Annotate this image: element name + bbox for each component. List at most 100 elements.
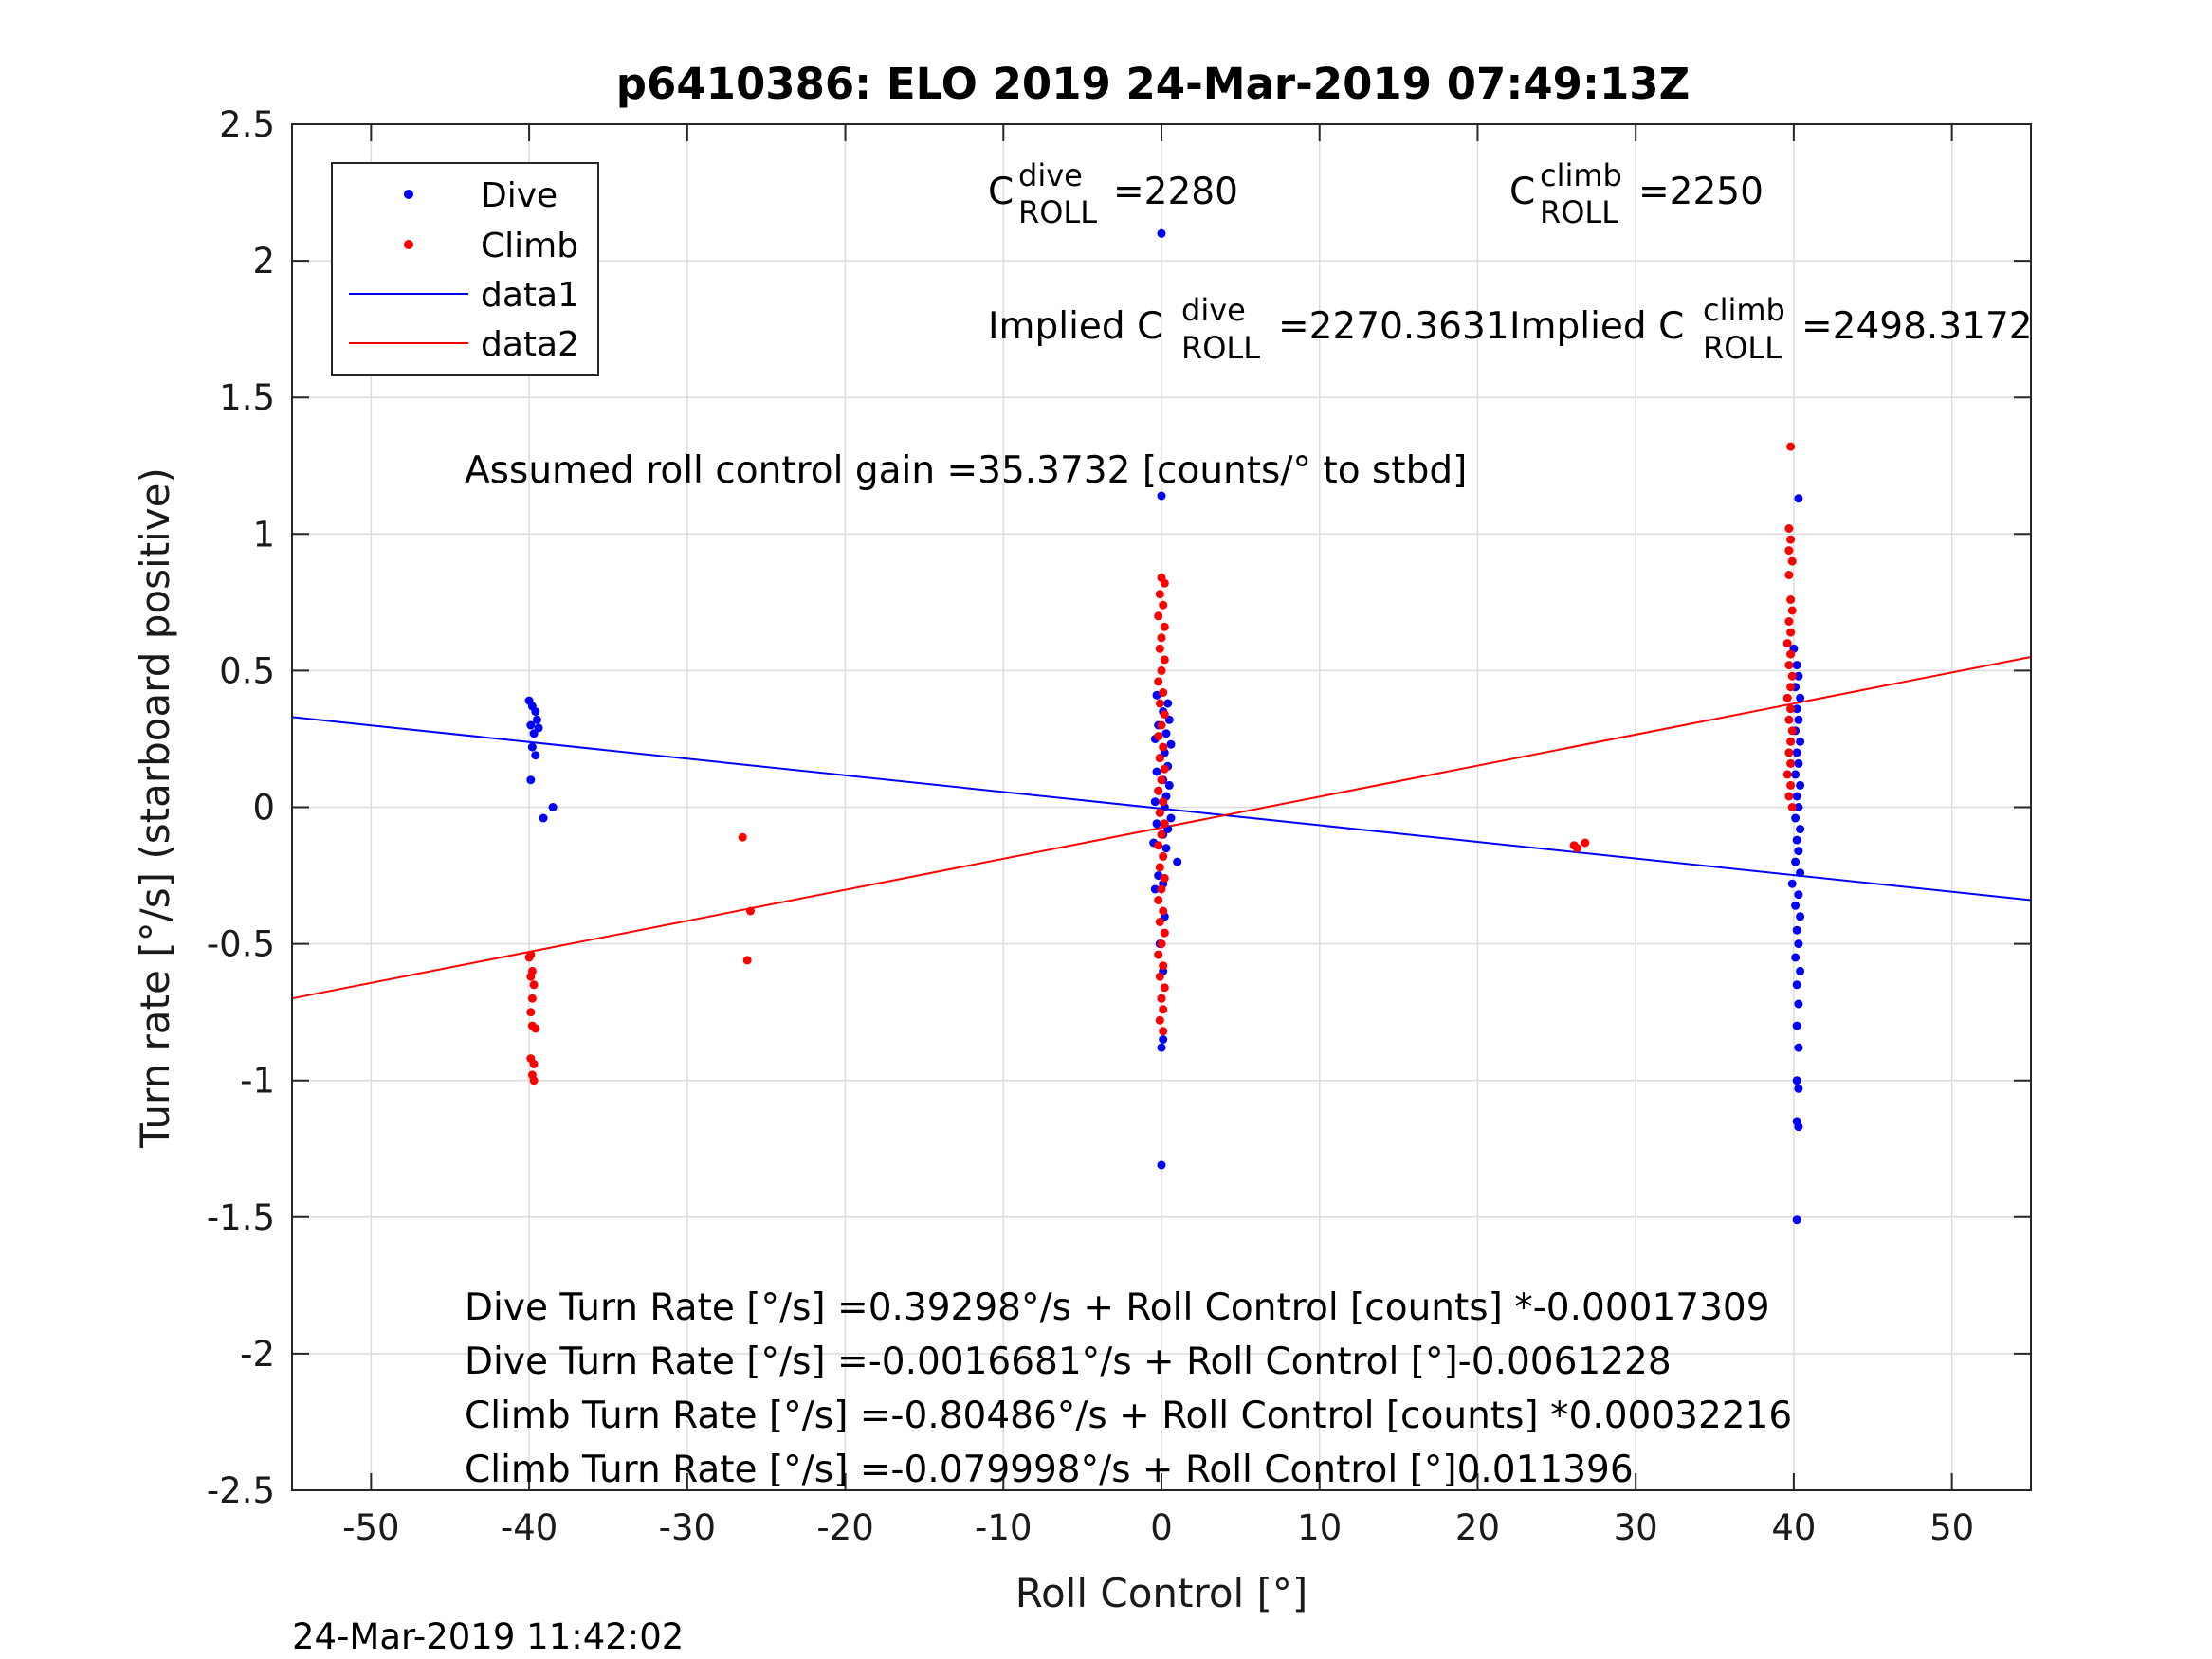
point-climb bbox=[1157, 633, 1166, 643]
y-tick-label: -2 bbox=[240, 1334, 275, 1375]
point-climb bbox=[1155, 754, 1164, 763]
implied-dive-sup: dive bbox=[1181, 292, 1246, 328]
point-dive bbox=[1794, 671, 1803, 681]
x-tick-label: 30 bbox=[1614, 1507, 1658, 1548]
y-tick-label: 0.5 bbox=[219, 650, 275, 691]
point-dive bbox=[1157, 228, 1166, 238]
point-climb bbox=[1159, 906, 1168, 916]
point-dive bbox=[1791, 857, 1801, 866]
point-dive bbox=[1792, 661, 1801, 670]
point-climb bbox=[738, 832, 747, 842]
point-climb bbox=[1157, 665, 1166, 675]
point-climb bbox=[1159, 1027, 1168, 1036]
point-climb bbox=[1159, 1005, 1168, 1014]
axis-ticks: -50 -40 -30 -20 -10 0 10 20 30 40 50 2.5 2 1.5 1 0.5 0 -0… bbox=[207, 104, 2031, 1548]
point-dive bbox=[539, 813, 548, 823]
point-climb bbox=[1786, 535, 1796, 544]
climb-equation-counts: Climb Turn Rate [°/s] =-0.80486°/s + Rol… bbox=[465, 1395, 1792, 1437]
point-dive bbox=[1794, 999, 1803, 1009]
point-climb bbox=[1786, 780, 1796, 790]
y-tick-label: -1.5 bbox=[207, 1197, 275, 1238]
point-dive bbox=[1166, 739, 1176, 749]
legend-box bbox=[331, 162, 599, 376]
point-dive bbox=[1792, 1076, 1801, 1085]
point-climb bbox=[1155, 1015, 1164, 1025]
point-climb bbox=[1782, 770, 1792, 779]
point-climb bbox=[1784, 748, 1794, 757]
point-climb bbox=[1155, 972, 1164, 981]
point-dive bbox=[527, 742, 537, 752]
point-climb bbox=[526, 1008, 536, 1017]
point-dive bbox=[1161, 729, 1171, 738]
point-dive bbox=[1796, 780, 1805, 790]
c-climb-sup: climb bbox=[1540, 157, 1622, 193]
point-dive bbox=[1791, 770, 1801, 779]
point-climb bbox=[1160, 655, 1169, 665]
point-climb bbox=[1155, 590, 1164, 599]
point-climb bbox=[1782, 639, 1792, 648]
legend: Dive Climb data1 data2 bbox=[331, 162, 599, 376]
implied-climb-value: =2498.3172 bbox=[1801, 305, 2033, 348]
climb-equation-degrees: Climb Turn Rate [°/s] =-0.079998°/s + Ro… bbox=[465, 1449, 1634, 1491]
dive-equation-counts: Dive Turn Rate [°/s] =0.39298°/s + Roll … bbox=[465, 1286, 1770, 1329]
point-dive bbox=[1791, 813, 1801, 823]
point-dive bbox=[1152, 767, 1161, 776]
y-tick-label: 1 bbox=[252, 514, 275, 555]
point-climb bbox=[1157, 884, 1166, 894]
point-climb bbox=[1581, 838, 1590, 848]
gain-annotation: Assumed roll control gain =35.3732 [coun… bbox=[465, 449, 1467, 492]
point-climb bbox=[1155, 918, 1164, 926]
point-climb bbox=[529, 980, 539, 990]
x-tick-label: 10 bbox=[1297, 1507, 1342, 1548]
legend-data1-label: data1 bbox=[481, 276, 579, 315]
x-tick-label: -50 bbox=[342, 1507, 399, 1548]
point-climb bbox=[1157, 994, 1166, 1003]
x-tick-label: -40 bbox=[501, 1507, 558, 1548]
point-dive bbox=[1792, 792, 1801, 801]
legend-data2-label: data2 bbox=[481, 325, 579, 364]
y-tick-label: 2.5 bbox=[219, 104, 275, 145]
point-climb bbox=[1786, 758, 1796, 768]
point-dive bbox=[1159, 1035, 1168, 1044]
x-tick-label: -10 bbox=[975, 1507, 1032, 1548]
point-climb bbox=[1569, 841, 1579, 850]
point-dive bbox=[1794, 1084, 1803, 1093]
implied-dive-annotation: Implied C dive ROLL =2270.3631 bbox=[988, 292, 1509, 366]
point-dive bbox=[1794, 939, 1803, 949]
point-dive bbox=[1173, 857, 1182, 866]
point-dive bbox=[526, 720, 536, 730]
c-climb-sub: ROLL bbox=[1540, 194, 1618, 230]
point-dive bbox=[1166, 813, 1176, 823]
point-climb bbox=[1787, 606, 1797, 615]
point-climb bbox=[1160, 928, 1169, 938]
point-climb bbox=[1786, 704, 1796, 714]
point-climb bbox=[1157, 939, 1166, 949]
point-climb bbox=[1784, 792, 1794, 801]
point-climb bbox=[1160, 983, 1169, 993]
point-climb bbox=[1786, 595, 1796, 604]
point-climb bbox=[1784, 546, 1794, 556]
point-dive bbox=[1796, 912, 1805, 921]
c-dive-value: =2280 bbox=[1113, 171, 1238, 213]
point-climb bbox=[526, 972, 536, 981]
point-climb bbox=[1160, 764, 1169, 774]
point-climb bbox=[1155, 808, 1164, 817]
c-climb-base: C bbox=[1509, 171, 1535, 213]
point-climb bbox=[1159, 797, 1168, 807]
point-climb bbox=[1157, 720, 1166, 730]
point-climb bbox=[1155, 699, 1164, 708]
point-dive bbox=[1792, 748, 1801, 757]
point-dive bbox=[1152, 819, 1161, 829]
point-climb bbox=[1154, 841, 1163, 850]
point-climb bbox=[1154, 786, 1163, 795]
c-climb-annotation: C climb ROLL =2250 bbox=[1509, 157, 1764, 230]
point-dive bbox=[1791, 953, 1801, 962]
point-climb bbox=[1154, 677, 1163, 686]
point-dive bbox=[1157, 1160, 1166, 1170]
point-climb bbox=[1782, 693, 1792, 702]
x-tick-label: 0 bbox=[1150, 1507, 1173, 1548]
point-dive bbox=[1792, 835, 1801, 845]
implied-dive-value: =2270.3631 bbox=[1278, 305, 1509, 348]
point-climb bbox=[1159, 600, 1168, 610]
